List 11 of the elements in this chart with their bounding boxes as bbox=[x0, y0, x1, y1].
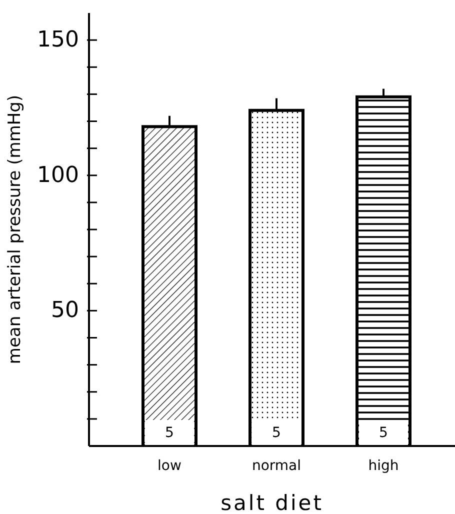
y-axis-title: mean arterial pressure (mmHg) bbox=[5, 94, 26, 364]
x-tick-label: normal bbox=[252, 458, 302, 474]
x-tick-label: high bbox=[368, 458, 399, 474]
annotation: 5 bbox=[165, 425, 174, 441]
y-tick-label: 100 bbox=[37, 162, 79, 188]
x-tick-label: low bbox=[158, 458, 182, 474]
annotation: 5 bbox=[272, 425, 281, 441]
x-axis-title: salt diet bbox=[220, 491, 324, 514]
y-tick-label: 150 bbox=[37, 28, 79, 53]
y-tick-label: 50 bbox=[51, 298, 79, 324]
annotation: 5 bbox=[379, 425, 388, 441]
